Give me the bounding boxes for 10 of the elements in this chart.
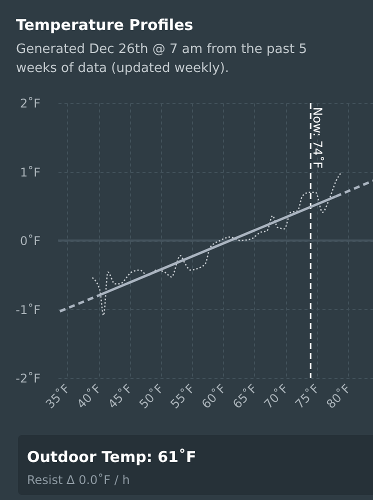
y-tick-label: -2˚F: [16, 372, 41, 386]
y-tick-label: 1˚F: [20, 165, 41, 180]
y-tick-label: -1˚F: [16, 302, 41, 317]
text: Outdoor Temp: 61˚F: [27, 448, 196, 466]
y-tick-label: 2˚F: [20, 96, 41, 110]
text: Resist Δ 0.0˚F / h: [27, 473, 130, 487]
chart-title: Temperature Profiles: [16, 16, 194, 34]
chart-subtitle: Generated Dec 26th @ 7 am from the past 5 weeks of data (updated weekly).: [16, 42, 308, 76]
y-tick-label: 0˚F: [20, 234, 41, 248]
ref-line-label: Now: 74˚F: [310, 107, 325, 169]
